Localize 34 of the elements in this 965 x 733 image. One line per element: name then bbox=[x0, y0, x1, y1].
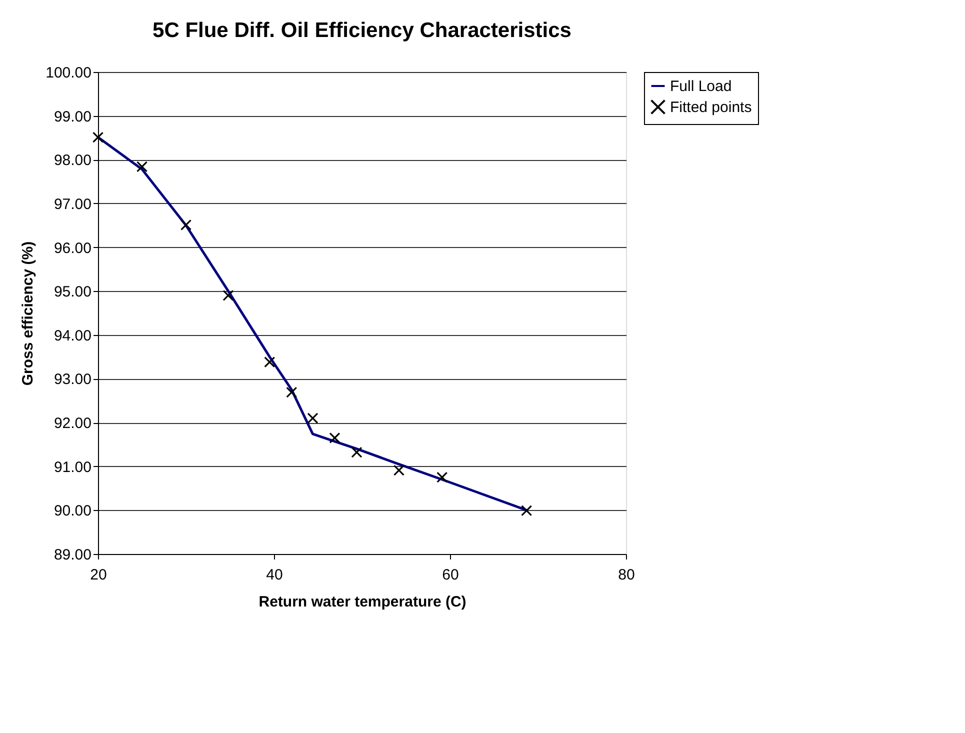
point bbox=[521, 505, 532, 516]
point bbox=[180, 219, 192, 230]
point bbox=[222, 290, 234, 302]
y-tick-label: 94.00 bbox=[54, 327, 92, 344]
y-tick-label: 93.00 bbox=[54, 371, 92, 388]
y-tick-label: 99.00 bbox=[54, 108, 92, 126]
point bbox=[286, 386, 298, 398]
chart-title: 5C Flue Diff. Oil Efficiency Characteristics bbox=[152, 19, 572, 42]
y-tick-label: 92.00 bbox=[54, 415, 92, 432]
y-axis-title: Gross efficiency (%) bbox=[20, 241, 37, 386]
y-tick-label: 91.00 bbox=[54, 458, 92, 476]
y-tick-label: 97.00 bbox=[54, 196, 92, 213]
legend-label: Fitted points bbox=[670, 99, 752, 116]
y-tick-label: 96.00 bbox=[54, 240, 92, 257]
y-tick-label: 90.00 bbox=[54, 502, 92, 520]
point bbox=[264, 356, 276, 368]
x-tick-label: 80 bbox=[618, 566, 635, 584]
legend-label: Full Load bbox=[670, 78, 732, 95]
point bbox=[329, 432, 340, 444]
point bbox=[436, 472, 448, 483]
x-tick-label: 60 bbox=[442, 566, 459, 584]
y-tick-label: 100.00 bbox=[46, 64, 92, 82]
y-tick-label: 89.00 bbox=[54, 546, 92, 564]
x-tick-label: 20 bbox=[90, 566, 107, 584]
point bbox=[393, 464, 405, 476]
point bbox=[307, 412, 318, 424]
point bbox=[351, 446, 362, 458]
x-axis-title: Return water temperature (C) bbox=[258, 594, 466, 610]
line-series bbox=[96, 136, 528, 512]
point bbox=[136, 161, 148, 172]
x-tick-label: 40 bbox=[266, 566, 283, 584]
y-tick-label: 95.00 bbox=[54, 284, 92, 301]
y-tick-label: 98.00 bbox=[54, 152, 92, 170]
point bbox=[92, 132, 104, 143]
